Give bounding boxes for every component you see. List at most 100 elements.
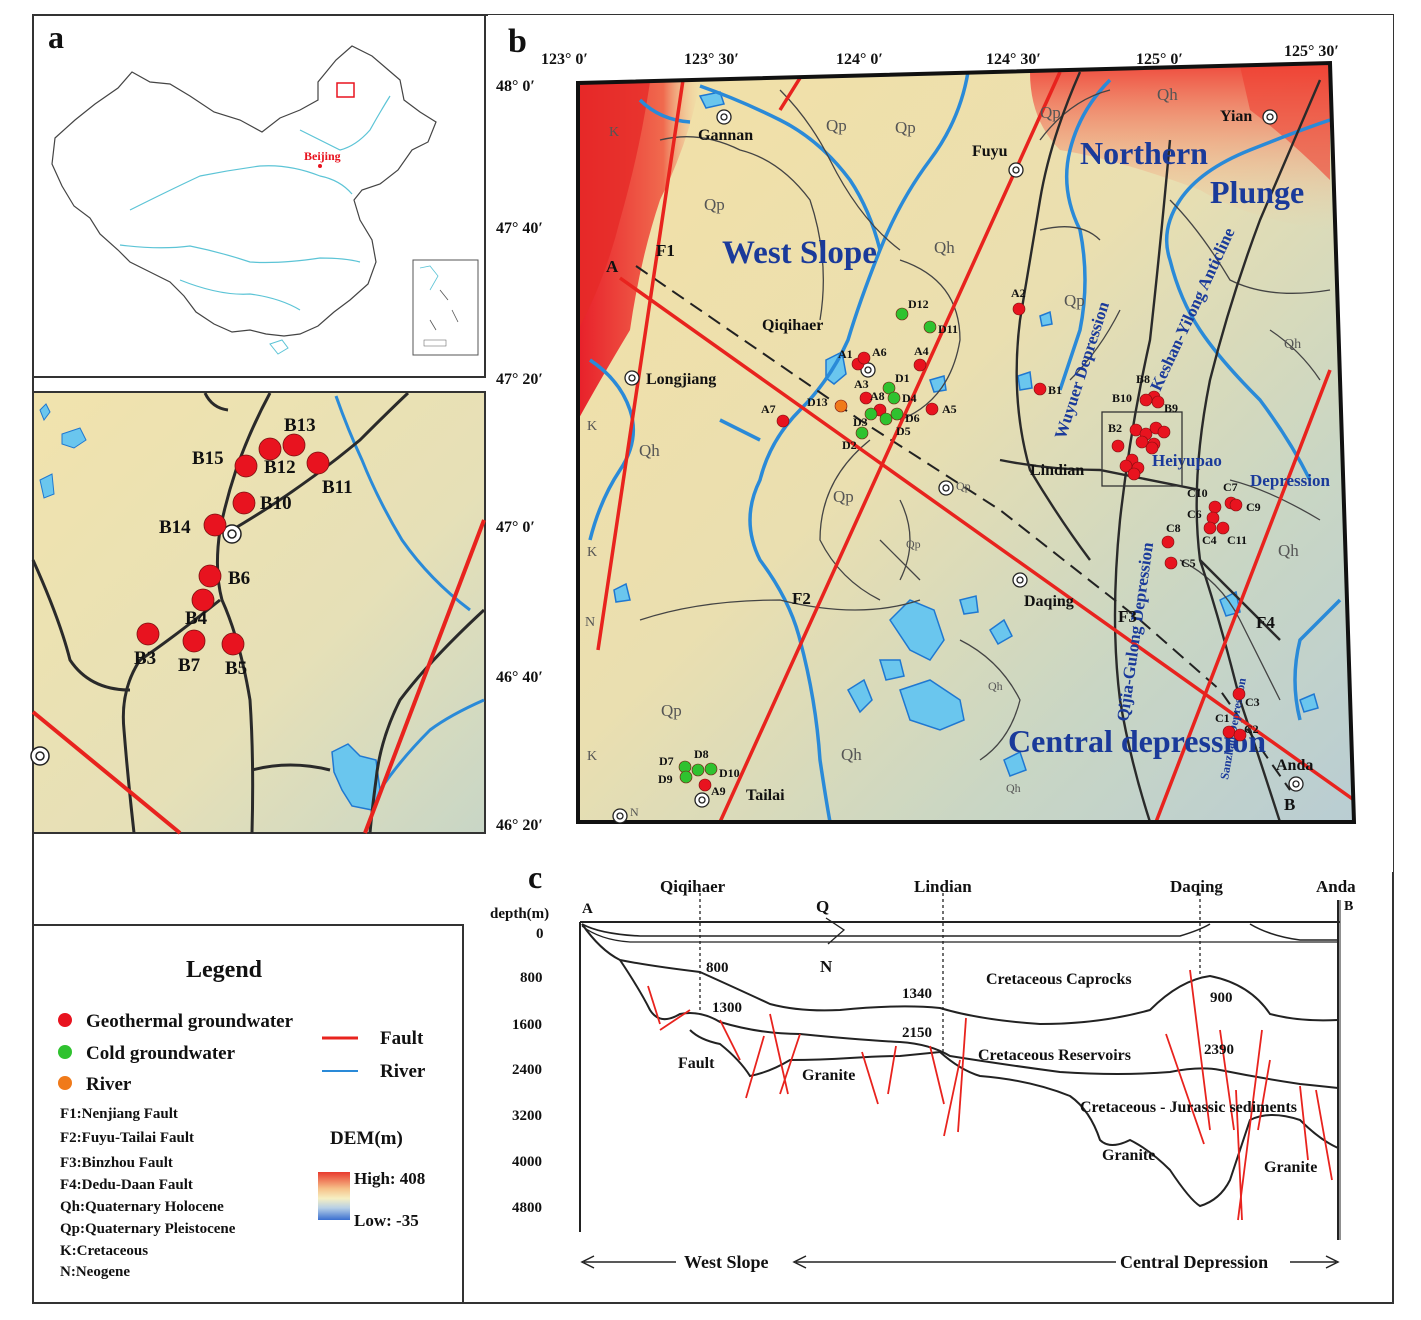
region-central-depression: Central depression <box>1008 723 1266 759</box>
legend-cold-marker <box>58 1045 72 1059</box>
fault-label-f2: F2 <box>792 589 811 608</box>
depth-tick-4000: 4000 <box>512 1154 542 1170</box>
unit-granite-1: Granite <box>802 1067 855 1084</box>
sample-label-a9: A9 <box>711 784 726 798</box>
city-symbol-core <box>1266 113 1274 121</box>
lat-tick-46-40: 46° 40′ <box>496 669 543 686</box>
inset-sample-b15 <box>234 454 258 478</box>
inset-sample-label-b11: B11 <box>322 477 353 498</box>
sample-c5 <box>1164 556 1178 570</box>
sample-label-a5: A5 <box>942 402 957 416</box>
lon-tick-123-0: 123° 0′ <box>541 51 588 68</box>
sample-d11 <box>923 320 937 334</box>
lon-tick-123-30: 123° 30′ <box>684 51 739 68</box>
sample-b2 <box>1111 439 1125 453</box>
city-symbol-core <box>1012 166 1020 174</box>
depth-tick-3200: 3200 <box>512 1108 542 1124</box>
legend-f2: F2:Fuyu-Tailai Fault <box>60 1130 194 1146</box>
region-west-slope: West Slope <box>722 235 877 271</box>
sample-d10 <box>704 762 718 776</box>
unit-granite-2: Granite <box>1102 1147 1155 1164</box>
geo-qp-1: Qp <box>826 116 847 135</box>
city-symbol-core <box>942 484 950 492</box>
panel-inset-detail: B13 B12 B15 B11 B10 B14 B6 B4 B3 B7 B5 <box>30 391 486 835</box>
region-plunge: Plunge <box>1210 174 1304 210</box>
city-symbol <box>624 370 640 386</box>
sample-c4 <box>1203 521 1217 535</box>
geology-boundaries <box>639 89 1331 761</box>
sample-label-d8: D8 <box>694 747 709 761</box>
sample-a2 <box>1012 302 1026 316</box>
geo-qh-5: Qh <box>841 745 862 764</box>
sample-label-d4: D4 <box>902 391 917 405</box>
legend-title: Legend <box>186 957 263 983</box>
sample-label-a6: A6 <box>872 345 887 359</box>
sample-d5 <box>879 412 893 426</box>
geo-qh-2: Qh <box>934 238 955 257</box>
region-northern: Northern <box>1080 135 1208 171</box>
sample-label-d2: D2 <box>842 438 857 452</box>
city-label-tailai: Tailai <box>746 787 785 804</box>
sample-cluster-point <box>1157 425 1171 439</box>
inset-sample-b7 <box>182 629 206 653</box>
sample-d3 <box>864 407 878 421</box>
legend-text-items: F1:Nenjiang Fault F2:Fuyu-Tailai Fault F… <box>60 1106 236 1280</box>
panel-c-label: c <box>528 859 542 895</box>
sample-label-c6: C6 <box>1187 507 1202 521</box>
lon-tick-124-30: 124° 30′ <box>986 51 1041 68</box>
zone-central-depression: Central Depression <box>1120 1252 1268 1272</box>
sample-label-d10: D10 <box>719 766 740 780</box>
sample-label-d5: D5 <box>896 424 911 438</box>
inset-sample-label-b14: B14 <box>159 517 191 538</box>
sample-d8 <box>691 763 705 777</box>
beijing-marker <box>318 164 322 168</box>
city-label-yian: Yian <box>1220 108 1252 125</box>
sample-label-b2: B2 <box>1108 421 1122 435</box>
fault-label-f4: F4 <box>1256 613 1275 632</box>
sample-label-c1: C1 <box>1215 711 1230 725</box>
faults <box>596 71 1356 823</box>
legend-geothermal-marker <box>58 1013 72 1027</box>
city-label-lindian: Lindian <box>1030 462 1084 479</box>
sample-label-c8: C8 <box>1166 521 1181 535</box>
city-symbol-core <box>616 812 624 820</box>
inset-sample-label-b5: B5 <box>225 658 247 679</box>
fault-label-f3: F3 <box>1118 607 1137 626</box>
inset-sample-label-b12: B12 <box>264 457 296 478</box>
depth-value-900: 900 <box>1210 990 1233 1006</box>
sample-d4 <box>887 391 901 405</box>
depth-tick-800: 800 <box>520 970 543 986</box>
heiyupao-detail-box <box>1101 411 1183 487</box>
city-symbol-core <box>698 796 706 804</box>
sample-label-b1: B1 <box>1048 383 1062 397</box>
unit-granite-3: Granite <box>1264 1159 1317 1176</box>
lat-tick-47-0: 47° 0′ <box>496 519 535 536</box>
sample-label-d11: D11 <box>938 322 958 336</box>
geo-qh-6: Qh <box>1284 337 1301 352</box>
legend-f3: F3:Binzhou Fault <box>60 1155 173 1171</box>
geo-qh-3: Qh <box>639 441 660 460</box>
sample-c3 <box>1232 687 1246 701</box>
sample-label-d12: D12 <box>908 297 929 311</box>
inset-sample-b6 <box>198 564 222 588</box>
sample-label-d13: D13 <box>807 395 828 409</box>
depth-tick-1600: 1600 <box>512 1017 542 1033</box>
panel-b-label: b <box>508 23 527 60</box>
legend-geothermal-label: Geothermal groundwater <box>86 1011 294 1032</box>
sample-label-c10: C10 <box>1187 486 1208 500</box>
city-symbol-core <box>720 113 728 121</box>
legend-qh: Qh:Quaternary Holocene <box>60 1199 224 1215</box>
lat-tick-46-20: 46° 20′ <box>496 817 543 834</box>
fault-labels: F1 F2 F3 F4 A B <box>606 241 1295 814</box>
section-c-end-a: A <box>582 901 593 917</box>
legend-cold-label: Cold groundwater <box>86 1043 236 1064</box>
sample-cluster-point <box>1145 441 1159 455</box>
city-label-daqing: Daqing <box>1024 593 1074 610</box>
city-symbol <box>716 109 732 125</box>
sample-c10 <box>1208 500 1222 514</box>
inset-sample-b4 <box>191 588 215 612</box>
city-label-fuyu: Fuyu <box>972 143 1008 160</box>
city-symbol <box>1288 776 1304 792</box>
lon-tick-125-30: 125° 30′ <box>1284 43 1339 60</box>
section-end-a: A <box>606 257 619 276</box>
